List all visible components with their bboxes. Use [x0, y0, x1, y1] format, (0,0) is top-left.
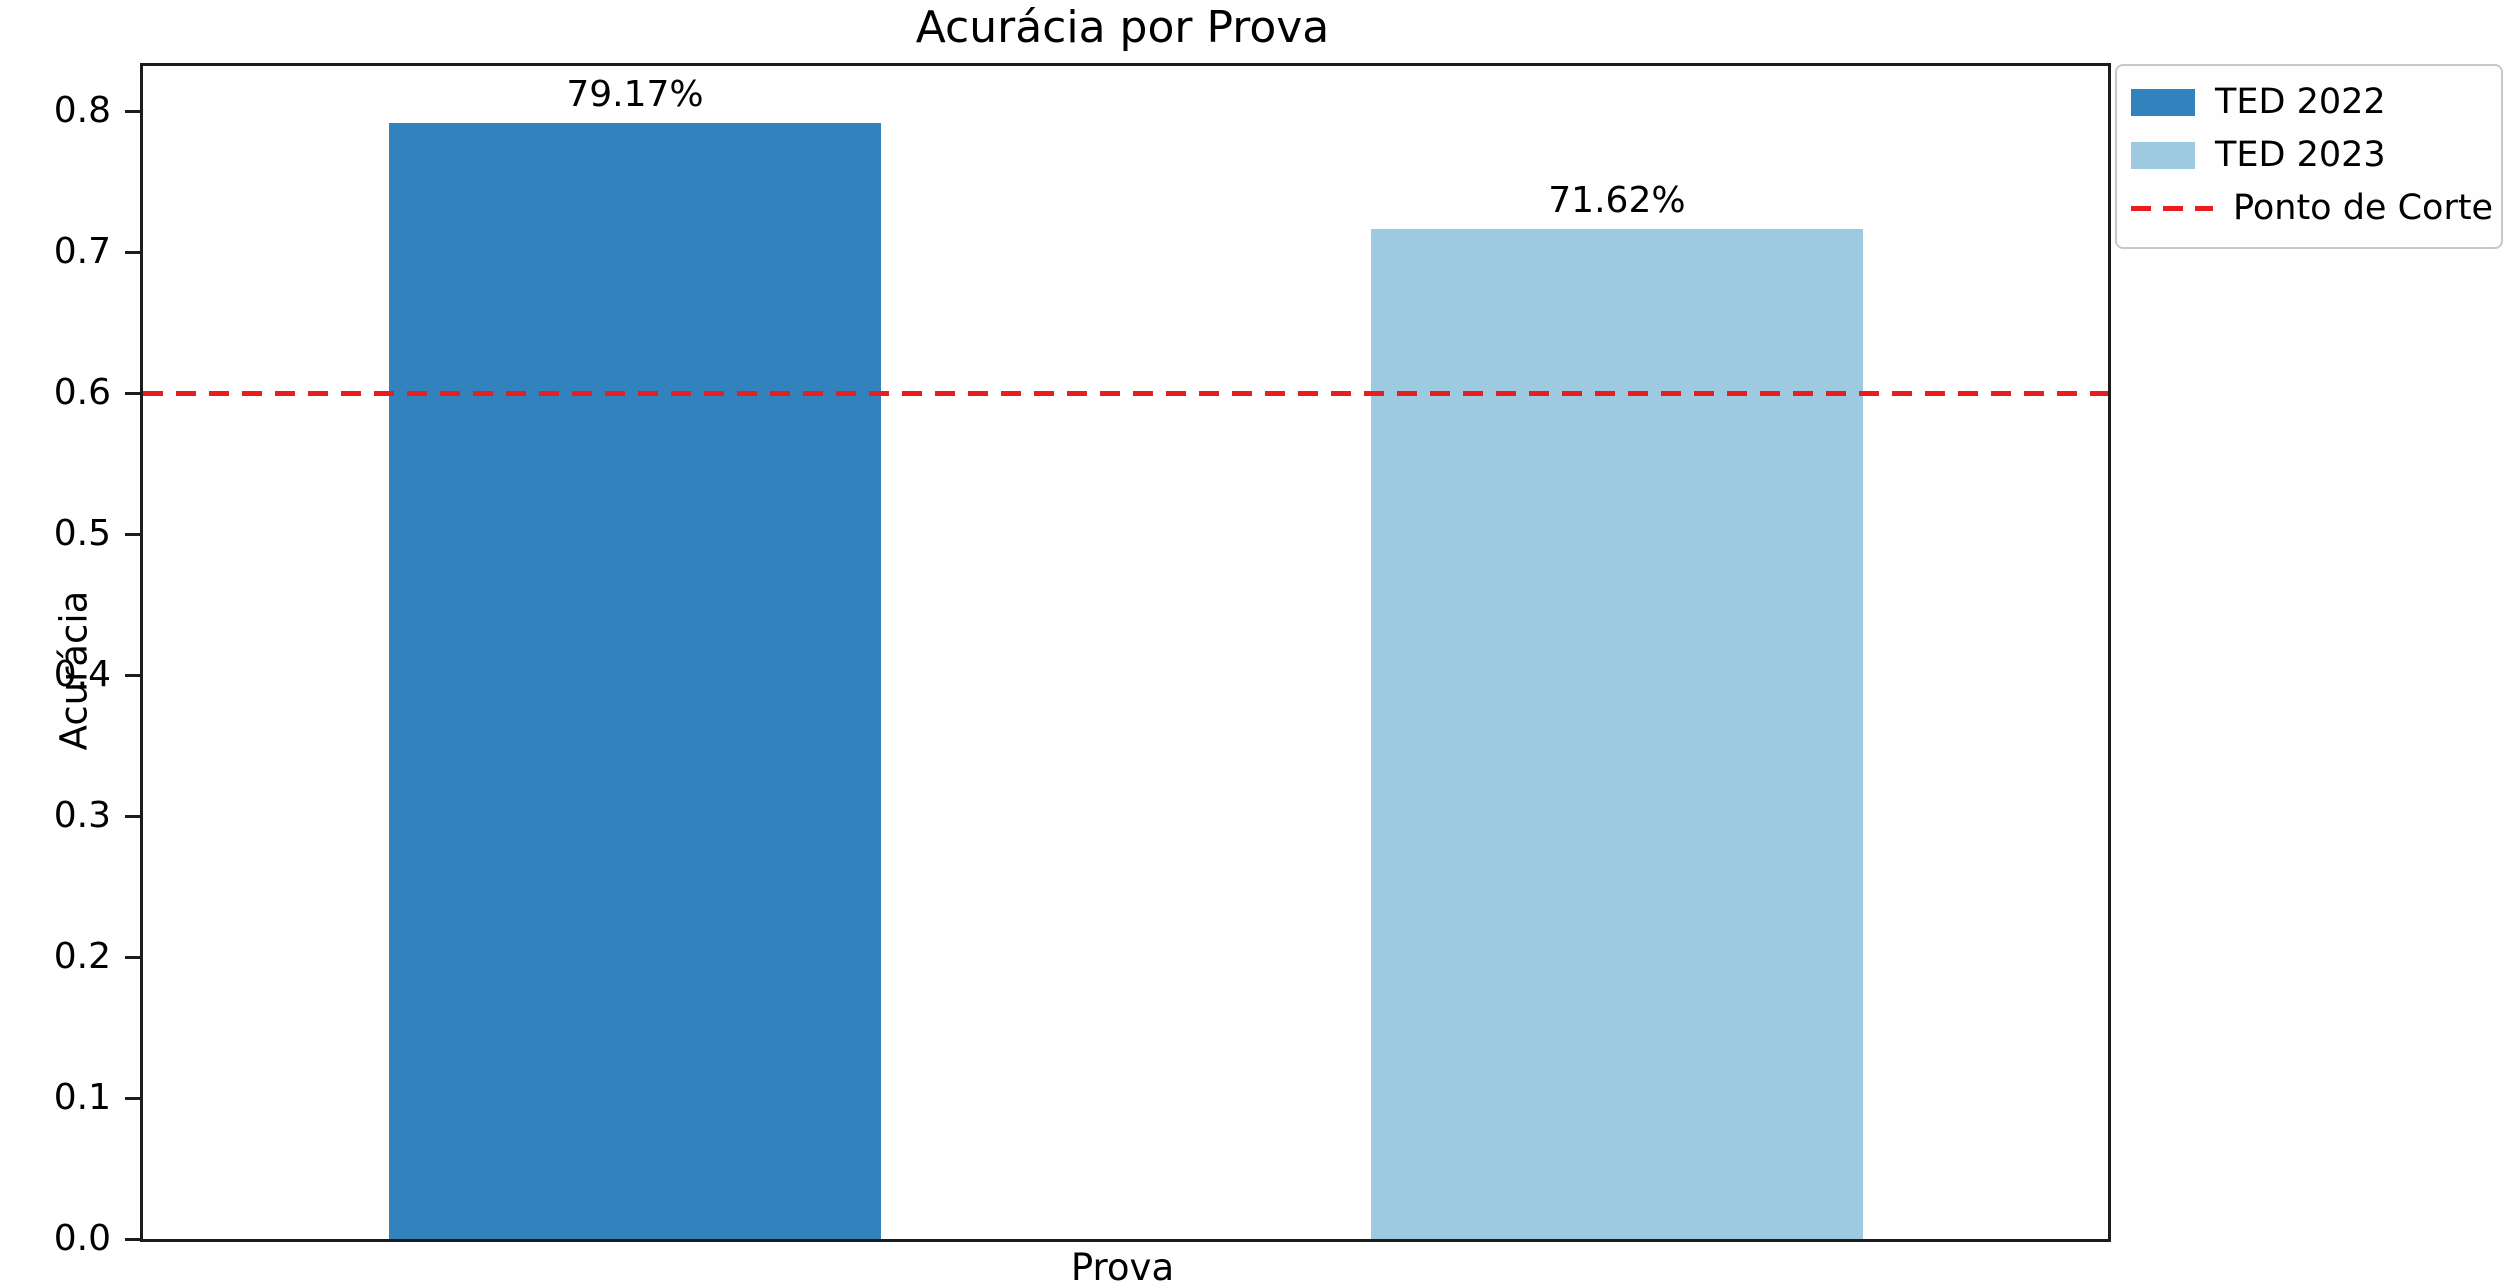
- legend-dashed-line-icon: [2131, 206, 2213, 211]
- y-tick-label: 0.4: [53, 654, 111, 696]
- y-tick-mark: [125, 1237, 140, 1241]
- y-tick-label: 0.5: [53, 513, 111, 555]
- y-tick-mark: [125, 250, 140, 254]
- y-tick-label: 0.0: [53, 1218, 111, 1259]
- cutoff-line: [143, 390, 2108, 396]
- y-tick-mark: [125, 1096, 140, 1100]
- y-tick-mark: [125, 814, 140, 818]
- plot-area: 79.17% 71.62% 0.0 0.1 0.2 0.3 0.4 0.5 0.6 0.7 0.8: [54, 63, 2111, 1259]
- bar-value-label-2: 71.62%: [1548, 180, 1686, 222]
- legend-row-1: TED 2022: [2131, 76, 2485, 129]
- y-tick-label: 0.8: [53, 90, 111, 132]
- x-axis-label: Prova: [1070, 1246, 1175, 1285]
- bar-2: [1370, 229, 1864, 1239]
- legend-fill-swatch-icon: [2131, 89, 2195, 116]
- bar-1: [388, 122, 882, 1239]
- y-tick-label: 0.3: [53, 795, 111, 837]
- legend-row-2: TED 2023: [2131, 129, 2485, 182]
- y-tick-mark: [125, 109, 140, 113]
- legend: TED 2022 TED 2023 Ponto de Corte: [2115, 64, 2503, 249]
- y-tick-label: 0.2: [53, 936, 111, 978]
- bar-value-label-1: 79.17%: [566, 73, 704, 115]
- y-tick-label: 0.1: [53, 1077, 111, 1118]
- legend-fill-swatch-icon: [2131, 142, 2195, 169]
- chart-title: Acurácia por Prova: [915, 2, 1330, 53]
- y-tick-mark: [125, 532, 140, 536]
- legend-row-3: Ponto de Corte: [2131, 182, 2493, 235]
- legend-label: TED 2023: [2215, 135, 2386, 176]
- y-tick-mark: [125, 673, 140, 677]
- y-tick-mark: [125, 391, 140, 395]
- y-tick-mark: [125, 955, 140, 959]
- legend-label: TED 2022: [2215, 82, 2386, 123]
- legend-label: Ponto de Corte: [2233, 188, 2494, 229]
- y-tick-label: 0.7: [53, 231, 111, 273]
- y-tick-label: 0.6: [53, 372, 111, 414]
